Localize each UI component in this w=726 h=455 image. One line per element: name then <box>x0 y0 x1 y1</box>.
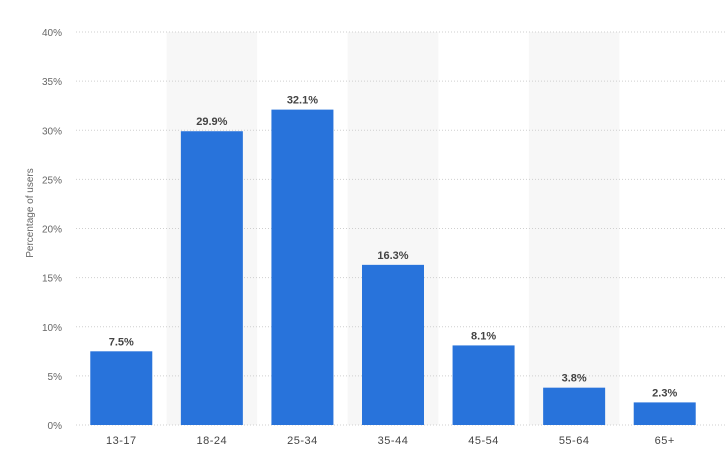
bar-25-34 <box>271 109 334 426</box>
bar-35-44 <box>362 264 424 425</box>
value-labels: 7.5% 29.9% 32.1% 16.3% 8.1% 3.8% 2.3% <box>109 95 678 400</box>
y-tick-label: 30% <box>42 126 62 137</box>
x-tick-label: 45-54 <box>468 435 499 447</box>
x-tick-label: 13-17 <box>106 435 137 447</box>
value-label: 32.1% <box>287 95 318 107</box>
value-label: 2.3% <box>652 387 677 399</box>
bar-45-54 <box>452 345 515 425</box>
x-tick-label: 35-44 <box>378 435 409 447</box>
x-axis-labels: 13-17 18-24 25-34 35-44 45-54 55-64 65+ <box>106 435 675 447</box>
x-tick-label: 18-24 <box>197 435 228 447</box>
y-tick-label: 10% <box>42 323 62 334</box>
y-axis-title: Percentage of users <box>25 168 36 258</box>
value-label: 7.5% <box>109 336 134 348</box>
y-tick-label: 5% <box>48 372 63 383</box>
bars <box>90 109 696 426</box>
value-label: 8.1% <box>471 330 496 342</box>
value-label: 29.9% <box>196 116 227 128</box>
x-tick-label: 25-34 <box>287 435 318 447</box>
y-tick-label: 35% <box>42 77 62 88</box>
y-tick-label: 20% <box>42 225 62 236</box>
bar-13-17 <box>90 351 153 425</box>
y-axis-ticks: 0% 5% 10% 15% 20% 25% 30% 35% 40% <box>42 28 62 432</box>
y-tick-label: 0% <box>48 421 63 432</box>
value-label: 16.3% <box>377 250 408 262</box>
x-tick-label: 55-64 <box>559 435 590 447</box>
bar-65+ <box>633 402 696 425</box>
x-tick-label: 65+ <box>655 435 675 447</box>
y-tick-label: 40% <box>42 28 62 39</box>
value-label: 3.8% <box>562 373 587 385</box>
y-tick-label: 25% <box>42 175 62 186</box>
bar-55-64 <box>543 387 606 425</box>
bar-18-24 <box>180 131 243 426</box>
y-tick-label: 15% <box>42 274 62 285</box>
